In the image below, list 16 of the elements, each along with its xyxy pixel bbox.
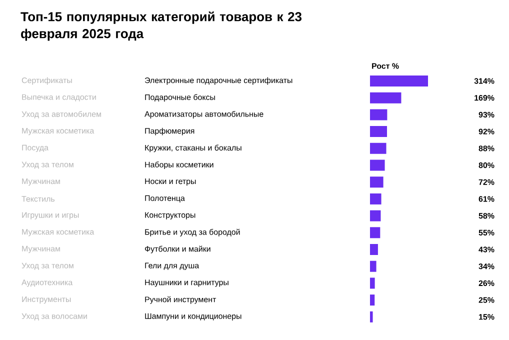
bar — [370, 260, 376, 272]
text: Топ-15 популярных категорий товаров к 23 февраля 2025 года — [20, 12, 302, 41]
bar — [370, 160, 385, 171]
bar — [370, 278, 375, 289]
bar — [370, 193, 382, 204]
bar — [370, 311, 373, 322]
bar — [370, 176, 384, 188]
bar — [370, 109, 388, 120]
bar — [370, 227, 380, 238]
bar — [370, 294, 375, 306]
bar — [370, 142, 386, 154]
bar — [370, 92, 402, 104]
bar — [370, 244, 378, 255]
bar — [370, 126, 388, 138]
bar — [370, 75, 428, 86]
bar — [370, 210, 381, 222]
